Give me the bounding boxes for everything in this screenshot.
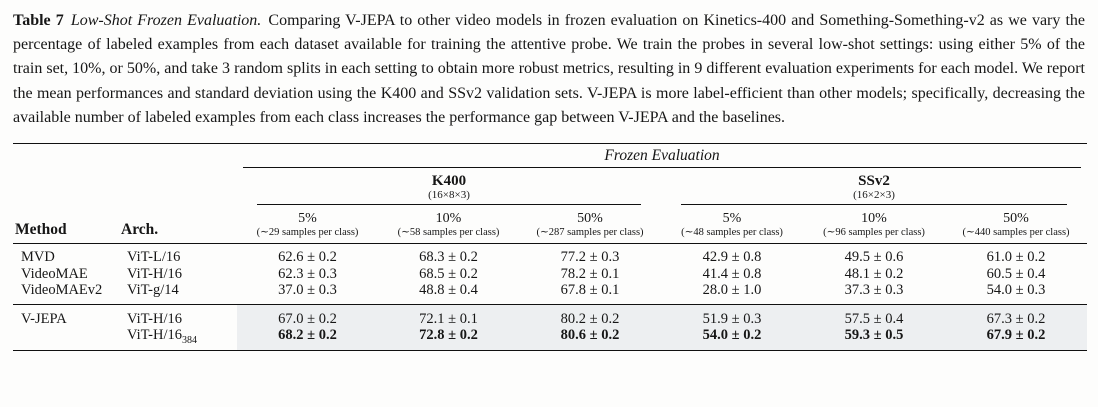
value-cell: 62.3 ± 0.3 [278,265,337,282]
value-cell: 54.0 ± 0.3 [986,282,1046,299]
table-row-mvd: MVD ViT-L/16 62.6 ± 0.2 68.3 ± 0.2 77.2 … [13,244,1087,266]
samples-label: (∼48 samples per class) [681,227,783,239]
col-header-ssv2-10pct: 10% (∼96 samples per class) [803,205,945,245]
value-cell: 54.0 ± 0.2 [661,327,803,351]
group-ssv2-config: (16×2×3) [853,189,895,202]
col-header-ssv2-50pct: 50% (∼440 samples per class) [945,205,1088,245]
frozen-evaluation-cell: Frozen Evaluation [237,144,1087,169]
group-k400-cell: K400 (16×8×3) [237,168,661,206]
arch-cell: ViT-g/14 [127,282,179,299]
value-cell: 49.5 ± 0.6 [844,249,904,266]
value-cell: 72.1 ± 0.1 [378,303,519,328]
frozen-evaluation-rule: Frozen Evaluation [243,144,1082,169]
caption-body: Comparing V-JEPA to other video models i… [13,12,1086,126]
samples-label: (∼96 samples per class) [823,227,925,239]
arch-column-header: Arch. [119,205,237,245]
spacer-cell [13,168,237,205]
samples-label: (∼29 samples per class) [256,227,359,239]
samples-label: (∼440 samples per class) [962,227,1070,239]
value-cell: 41.4 ± 0.8 [702,265,762,282]
value-cell: 67.3 ± 0.2 [945,303,1088,328]
value-cell: 61.0 ± 0.2 [986,249,1046,266]
value-cell: 68.3 ± 0.2 [419,249,478,266]
caption-title: Low-Shot Frozen Evaluation. [70,12,262,29]
pct-label: 5% [722,211,742,227]
table-row-vjepa: V-JEPA ViT-H/16 67.0 ± 0.2 72.1 ± 0.1 80… [13,303,1088,351]
frozen-evaluation-row: Frozen Evaluation [13,144,1087,169]
spacer-cell [13,144,237,169]
col-header-ssv2-5pct: 5% (∼48 samples per class) [661,205,803,245]
table-row-videomaev2: VideoMAEv2 ViT-g/14 37.0 ± 0.3 48.8 ± 0.… [13,282,1087,304]
value-cell: 37.3 ± 0.3 [844,282,904,299]
table-row-videomae: VideoMAE ViT-H/16 62.3 ± 0.3 68.5 ± 0.2 … [13,266,1087,283]
value-cell: 78.2 ± 0.1 [560,265,620,282]
value-cell: 67.9 ± 0.2 [945,327,1088,351]
table-row-vjepa-384: ViT-H/16384 68.2 ± 0.2 72.8 ± 0.2 80.6 ±… [13,327,1088,351]
value-cell: 67.0 ± 0.2 [237,303,378,328]
value-cell: 72.8 ± 0.2 [378,327,519,351]
pct-label: 50% [577,211,603,227]
group-ssv2-rule: SSv2 (16×2×3) [681,168,1068,206]
method-cell: VideoMAE [21,265,88,282]
value-cell: 80.2 ± 0.2 [519,303,661,328]
pct-label: 50% [1003,211,1029,227]
value-cell: 37.0 ± 0.3 [278,282,337,299]
arch-cell: ViT-H/16384 [119,327,237,350]
pct-label: 5% [298,211,317,227]
method-cell: MVD [21,249,55,266]
caption-label: Table 7 [13,12,64,29]
paper-page: Table 7 Low-Shot Frozen Evaluation. Comp… [13,9,1088,351]
arch-cell: ViT-H/16 [119,303,237,328]
table-caption: Table 7 Low-Shot Frozen Evaluation. Comp… [13,9,1085,130]
arch-label: ViT-H/16 [127,327,182,344]
value-cell: 48.1 ± 0.2 [844,265,904,282]
value-cell: 80.6 ± 0.2 [519,327,661,351]
value-cell: 67.8 ± 0.1 [560,282,620,299]
value-cell: 68.5 ± 0.2 [419,265,478,282]
results-table: Frozen Evaluation K400 (16×8×3) SSv2 (16… [13,143,1088,351]
value-cell: 42.9 ± 0.8 [702,249,762,266]
value-cell: 62.6 ± 0.2 [278,249,337,266]
group-k400-rule: K400 (16×8×3) [257,168,641,206]
value-cell: 59.3 ± 0.5 [803,327,945,351]
value-cell: 28.0 ± 1.0 [702,282,762,299]
pct-label: 10% [435,211,462,227]
col-header-k400-5pct: 5% (∼29 samples per class) [237,205,378,245]
group-k400-config: (16×8×3) [428,189,470,202]
column-header-row: Method Arch. 5% (∼29 samples per class) … [13,205,1088,245]
group-k400-name: K400 [431,173,467,190]
frozen-evaluation-label: Frozen Evaluation [604,147,720,165]
value-cell: 77.2 ± 0.3 [560,249,620,266]
group-ssv2-name: SSv2 [858,173,890,190]
arch-cell: ViT-L/16 [127,249,181,266]
method-cell: V-JEPA [13,303,119,351]
col-header-k400-10pct: 10% (∼58 samples per class) [378,205,519,245]
value-cell: 68.2 ± 0.2 [237,327,378,351]
value-cell: 60.5 ± 0.4 [986,265,1046,282]
col-header-k400-50pct: 50% (∼287 samples per class) [519,205,661,245]
samples-label: (∼287 samples per class) [536,227,644,239]
method-cell: VideoMAEv2 [21,282,103,299]
value-cell: 57.5 ± 0.4 [803,303,945,328]
group-ssv2-cell: SSv2 (16×2×3) [661,168,1087,206]
method-column-header: Method [13,205,119,245]
value-cell: 51.9 ± 0.3 [661,303,803,328]
value-cell: 48.8 ± 0.4 [419,282,478,299]
pct-label: 10% [861,211,887,227]
dataset-group-row: K400 (16×8×3) SSv2 (16×2×3) [13,168,1087,206]
samples-label: (∼58 samples per class) [397,227,500,239]
arch-subscript: 384 [181,334,197,346]
arch-cell: ViT-H/16 [127,265,182,282]
